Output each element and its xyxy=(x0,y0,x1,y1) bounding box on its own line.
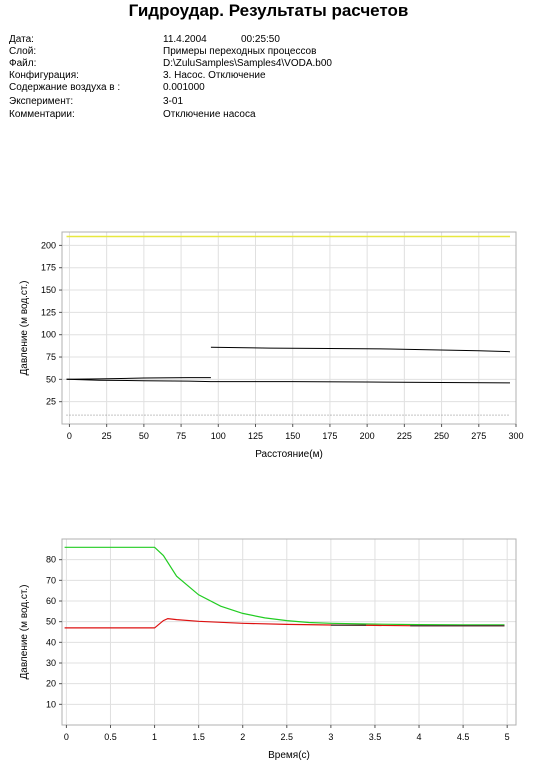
series-line xyxy=(64,546,505,626)
x-tick-label: 225 xyxy=(397,431,412,441)
x-tick-label: 1.5 xyxy=(192,732,205,742)
plot-frame xyxy=(61,538,517,726)
info-value: 0.001000 xyxy=(163,82,205,93)
x-tick-label: 0 xyxy=(67,431,72,441)
y-tick-label: 50 xyxy=(46,374,56,384)
y-axis-label: Давление (м вод.ст.) xyxy=(19,585,30,680)
info-value: Отключение насоса xyxy=(163,109,256,120)
y-tick-label: 50 xyxy=(46,617,56,627)
info-value: 3-01 xyxy=(163,96,184,107)
info-label: Конфигурация: xyxy=(9,70,79,81)
y-tick-label: 75 xyxy=(46,352,56,362)
x-tick-label: 4 xyxy=(417,732,422,742)
x-axis-label: Расстояние(м) xyxy=(255,449,323,460)
x-tick-label: 5 xyxy=(505,732,510,742)
x-tick-label: 1 xyxy=(152,732,157,742)
y-tick-label: 60 xyxy=(46,596,56,606)
x-tick-label: 2 xyxy=(240,732,245,742)
pressure-time-chart: 0 0.5 1 1.5 2 2.5 3 3.5 4 4.5 5 10 20 30 40 50 60 70 80 Вре… xyxy=(19,538,517,761)
x-tick-label: 3 xyxy=(328,732,333,742)
plot-frame xyxy=(61,231,517,425)
series-line xyxy=(66,377,211,380)
info-label: Содержание воздуха в : xyxy=(9,82,121,93)
y-tick-label: 175 xyxy=(41,263,56,273)
x-axis-label: Время(с) xyxy=(268,750,310,761)
x-tick-label: 275 xyxy=(471,431,486,441)
x-tick-label: 50 xyxy=(139,431,149,441)
x-tick-label: 25 xyxy=(102,431,112,441)
x-tick-label: 0 xyxy=(64,732,69,742)
x-tick-label: 100 xyxy=(211,431,226,441)
y-tick-label: 20 xyxy=(46,679,56,689)
info-label: Дата: xyxy=(9,34,34,45)
pressure-distance-chart: 0 25 50 75 100 125 150 175 200 225 250 275 300 25 50 75… xyxy=(19,231,524,460)
x-tick-label: 175 xyxy=(322,431,337,441)
x-tick-label: 125 xyxy=(248,431,263,441)
y-tick-label: 40 xyxy=(46,637,56,647)
info-value: 3. Насос. Отключение xyxy=(163,70,266,81)
info-value: 11.4.2004 xyxy=(163,34,207,45)
info-label: Слой: xyxy=(9,46,37,57)
x-tick-label: 150 xyxy=(285,431,300,441)
x-tick-label: 200 xyxy=(360,431,375,441)
info-time: 00:25:50 xyxy=(241,34,280,45)
x-tick-label: 75 xyxy=(176,431,186,441)
y-tick-label: 125 xyxy=(41,307,56,317)
x-tick-label: 3.5 xyxy=(369,732,382,742)
y-tick-label: 70 xyxy=(46,575,56,585)
y-tick-label: 200 xyxy=(41,240,56,250)
x-tick-label: 0.5 xyxy=(104,732,117,742)
info-label: Комментарии: xyxy=(9,109,75,120)
y-tick-label: 150 xyxy=(41,285,56,295)
y-tick-label: 100 xyxy=(41,330,56,340)
report-title: Гидроудар. Результаты расчетов xyxy=(128,1,409,20)
y-axis-label: Давление (м вод.ст.) xyxy=(19,281,30,376)
y-tick-label: 80 xyxy=(46,555,56,565)
x-tick-label: 4.5 xyxy=(457,732,470,742)
info-label: Эксперимент: xyxy=(9,96,74,107)
y-tick-label: 10 xyxy=(46,699,56,709)
info-label: Файл: xyxy=(9,58,37,69)
info-value: D:\ZuluSamples\Samples4\VODA.b00 xyxy=(163,58,332,69)
y-tick-label: 25 xyxy=(46,397,56,407)
series-line xyxy=(66,378,511,384)
y-tick-label: 30 xyxy=(46,658,56,668)
x-tick-label: 2.5 xyxy=(281,732,294,742)
x-tick-label: 300 xyxy=(508,431,523,441)
x-tick-label: 250 xyxy=(434,431,449,441)
series-line xyxy=(210,346,511,353)
info-value: Примеры переходных процессов xyxy=(163,46,317,57)
